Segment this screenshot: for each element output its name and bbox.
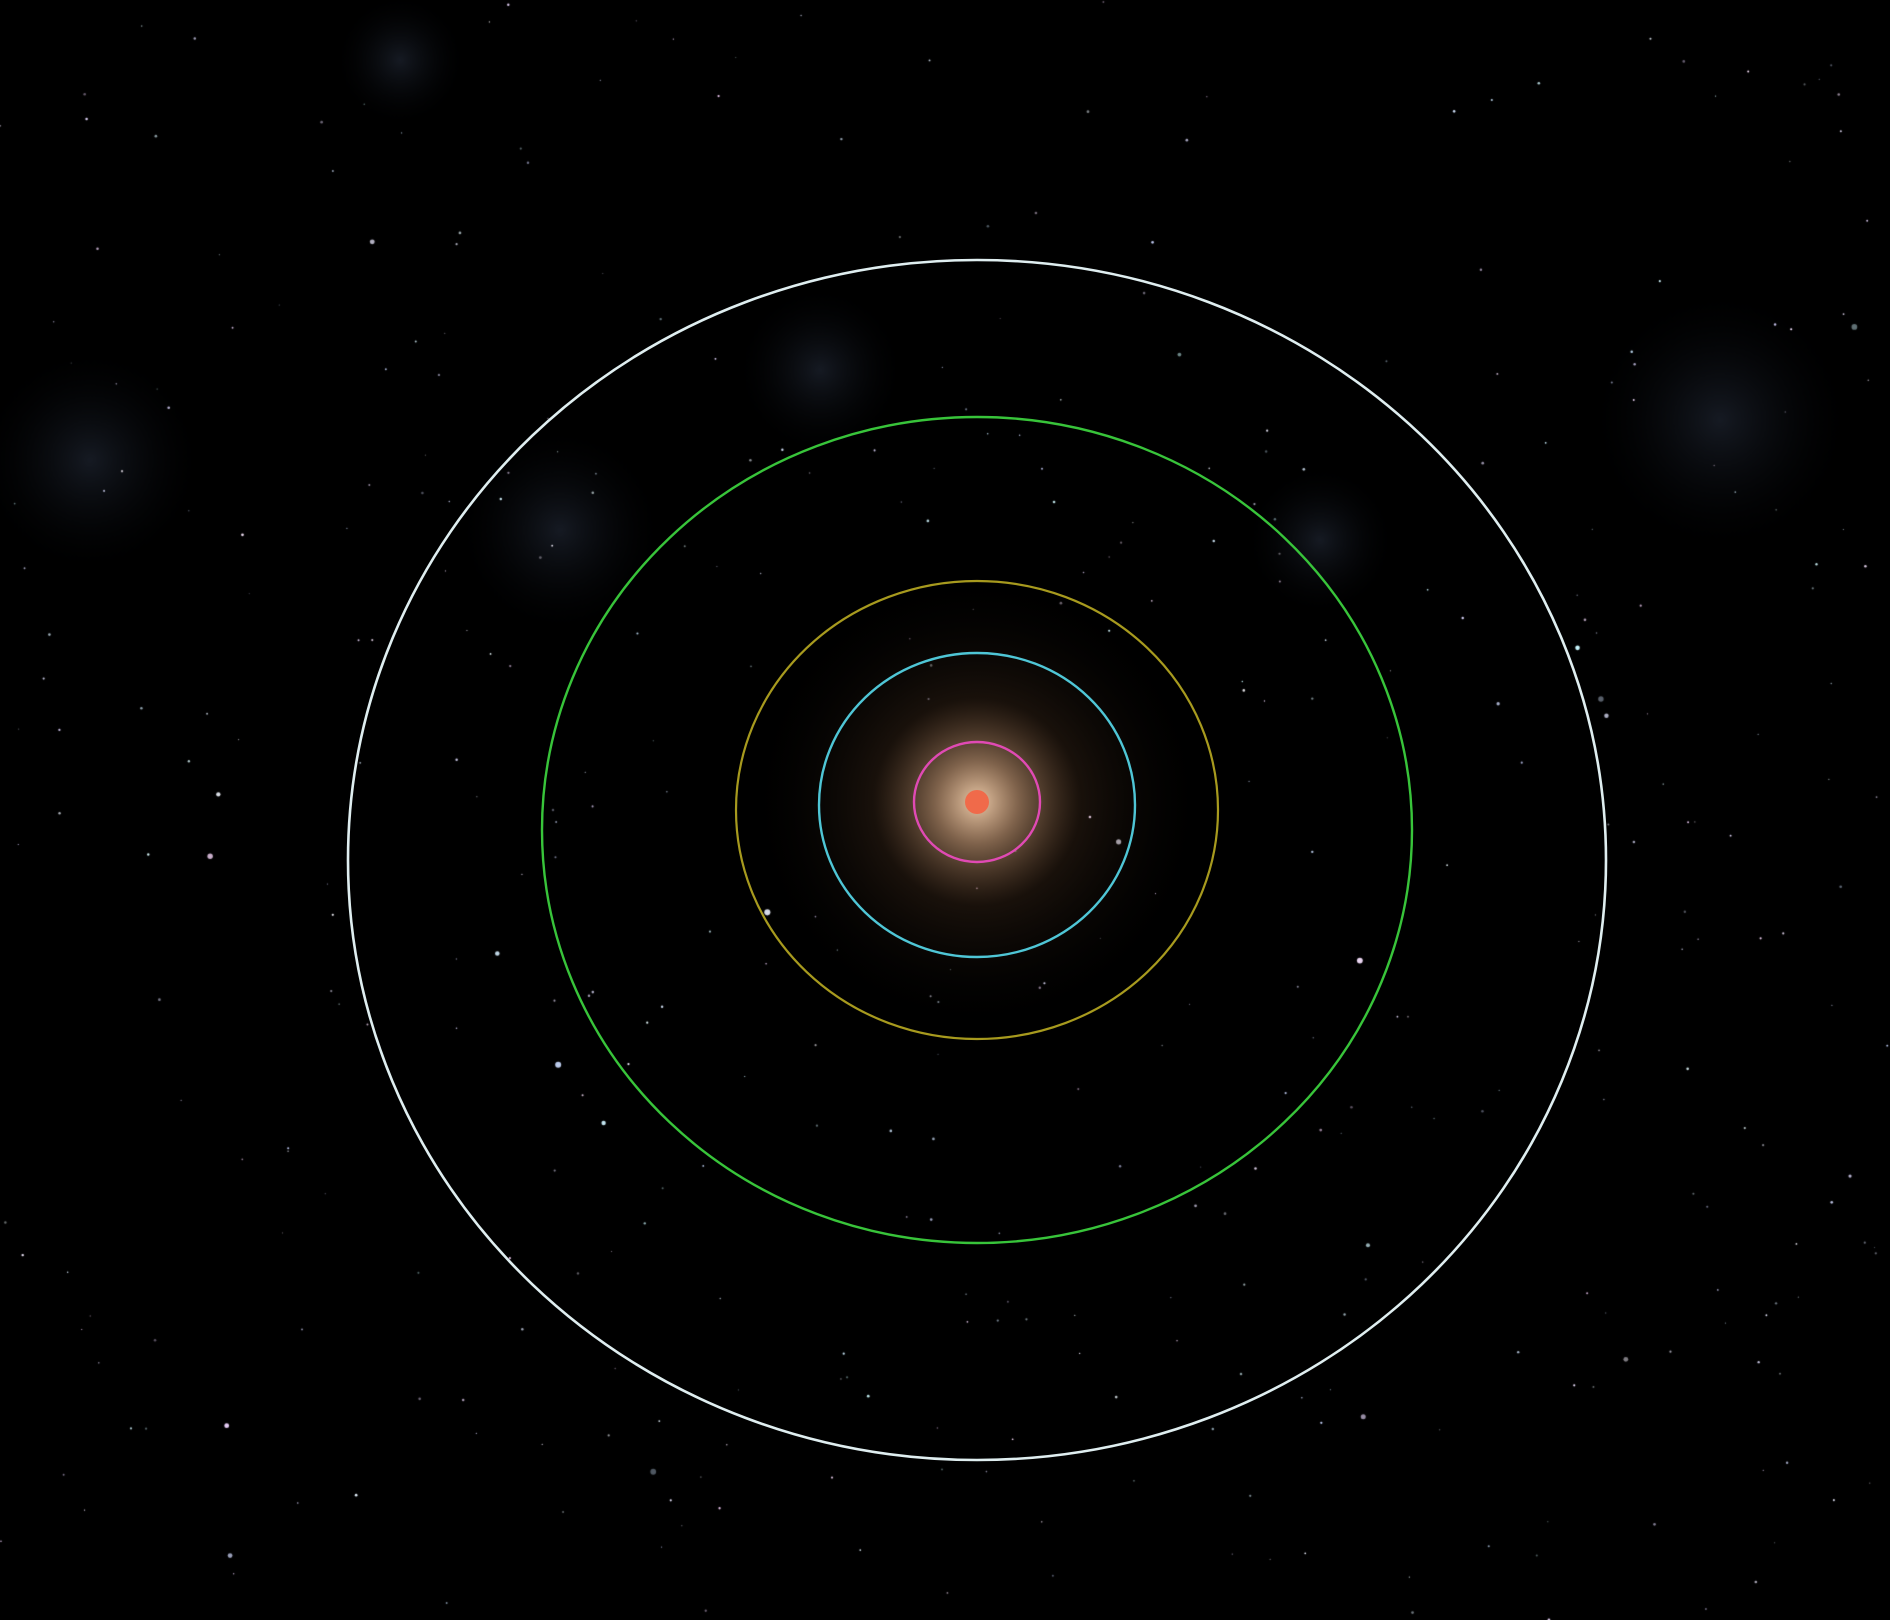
orbit-1[interactable] [912,740,1042,864]
orbit-2[interactable] [817,651,1137,959]
orbit-3[interactable] [734,579,1220,1041]
orbit-4[interactable] [540,415,1414,1245]
red-dwarf-star-icon[interactable] [965,790,989,814]
orbit-5[interactable] [346,258,1608,1462]
